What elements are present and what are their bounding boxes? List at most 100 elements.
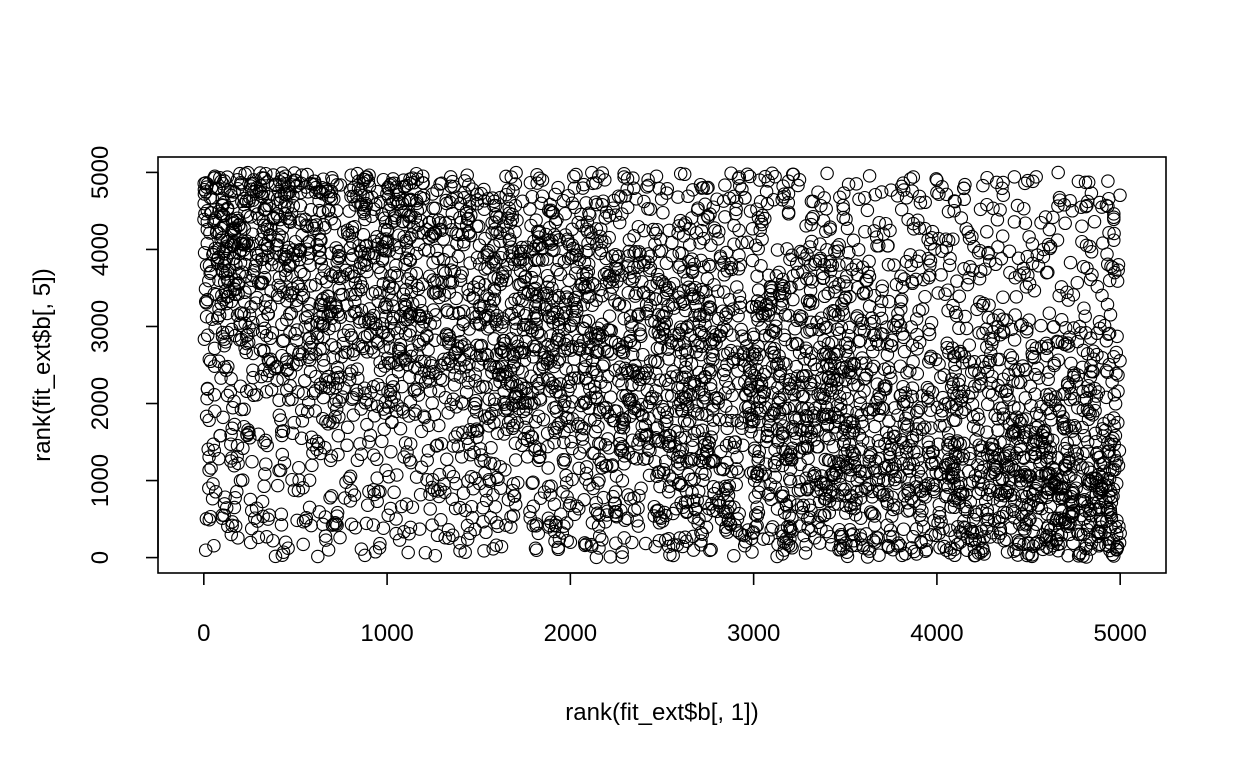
data-point — [814, 522, 828, 536]
data-point — [1029, 170, 1043, 184]
data-point — [248, 296, 263, 310]
data-point — [251, 427, 266, 442]
data-point — [246, 315, 260, 330]
data-point — [1018, 176, 1032, 191]
data-point — [234, 402, 249, 417]
data-point — [207, 287, 222, 301]
data-point — [851, 242, 866, 257]
data-point — [725, 413, 739, 428]
data-point — [803, 353, 818, 367]
data-point — [530, 168, 544, 182]
data-point — [485, 191, 500, 205]
data-point — [634, 408, 649, 422]
data-point — [578, 538, 592, 553]
data-point — [758, 306, 772, 321]
data-point — [276, 545, 291, 559]
data-point — [776, 179, 790, 193]
data-point — [296, 537, 310, 552]
data-point — [678, 496, 693, 510]
data-point — [725, 388, 739, 403]
data-point — [785, 511, 799, 526]
data-point — [451, 439, 465, 454]
data-point — [373, 355, 387, 369]
data-point — [360, 264, 374, 279]
data-point — [987, 513, 1002, 528]
data-point — [403, 176, 417, 191]
data-point — [632, 322, 647, 337]
data-point — [208, 321, 222, 335]
data-point — [332, 244, 346, 259]
data-point — [617, 412, 631, 427]
data-point — [426, 286, 441, 300]
data-point — [803, 510, 817, 525]
data-point — [257, 260, 272, 275]
data-point — [250, 253, 264, 268]
data-point — [500, 422, 514, 437]
data-point — [1039, 336, 1054, 351]
data-point — [595, 166, 610, 180]
data-point — [423, 374, 437, 388]
data-point — [446, 469, 461, 484]
data-point — [524, 270, 539, 285]
data-point — [1040, 490, 1054, 505]
data-point — [415, 277, 430, 292]
data-point — [862, 169, 877, 183]
data-point — [680, 494, 695, 509]
data-point — [647, 499, 662, 514]
data-point — [992, 473, 1007, 487]
data-point — [771, 380, 785, 395]
data-point — [511, 303, 526, 318]
data-point — [215, 198, 230, 213]
data-point — [681, 384, 695, 399]
data-point — [727, 440, 741, 455]
data-point — [798, 546, 813, 560]
data-point — [1007, 400, 1021, 414]
data-point — [804, 217, 818, 232]
data-point — [217, 174, 231, 188]
data-point — [1087, 214, 1102, 229]
data-point — [652, 465, 667, 479]
data-point — [868, 419, 882, 434]
data-point — [905, 381, 920, 395]
data-point — [304, 347, 318, 361]
data-point — [305, 335, 319, 350]
data-point — [749, 299, 764, 314]
data-point — [841, 328, 856, 343]
data-point — [273, 463, 288, 478]
data-point — [592, 169, 606, 184]
data-point — [566, 313, 581, 327]
data-point — [1028, 446, 1042, 461]
data-point — [799, 344, 814, 358]
data-point — [524, 369, 538, 384]
data-point — [845, 371, 859, 385]
data-point — [626, 363, 640, 377]
data-point — [616, 421, 631, 435]
data-point — [282, 214, 297, 228]
data-point — [745, 253, 760, 268]
data-point — [631, 260, 645, 275]
data-point — [204, 206, 219, 220]
data-point — [760, 297, 774, 312]
data-point — [765, 520, 780, 534]
data-point — [982, 355, 996, 370]
data-point — [532, 298, 546, 312]
data-point — [843, 365, 858, 380]
data-point — [918, 481, 933, 496]
data-point — [1080, 461, 1095, 475]
data-point — [818, 452, 833, 467]
data-point — [764, 522, 778, 537]
data-point — [292, 243, 307, 258]
data-point — [480, 348, 495, 363]
data-point — [854, 483, 869, 498]
data-point — [1021, 497, 1036, 512]
data-point — [294, 403, 309, 418]
data-point — [1111, 368, 1125, 382]
data-point — [451, 342, 465, 356]
data-point — [1037, 423, 1052, 438]
data-point — [858, 481, 873, 495]
data-point — [576, 321, 590, 335]
data-point — [210, 311, 225, 325]
data-point — [341, 345, 355, 360]
data-point — [203, 266, 217, 281]
